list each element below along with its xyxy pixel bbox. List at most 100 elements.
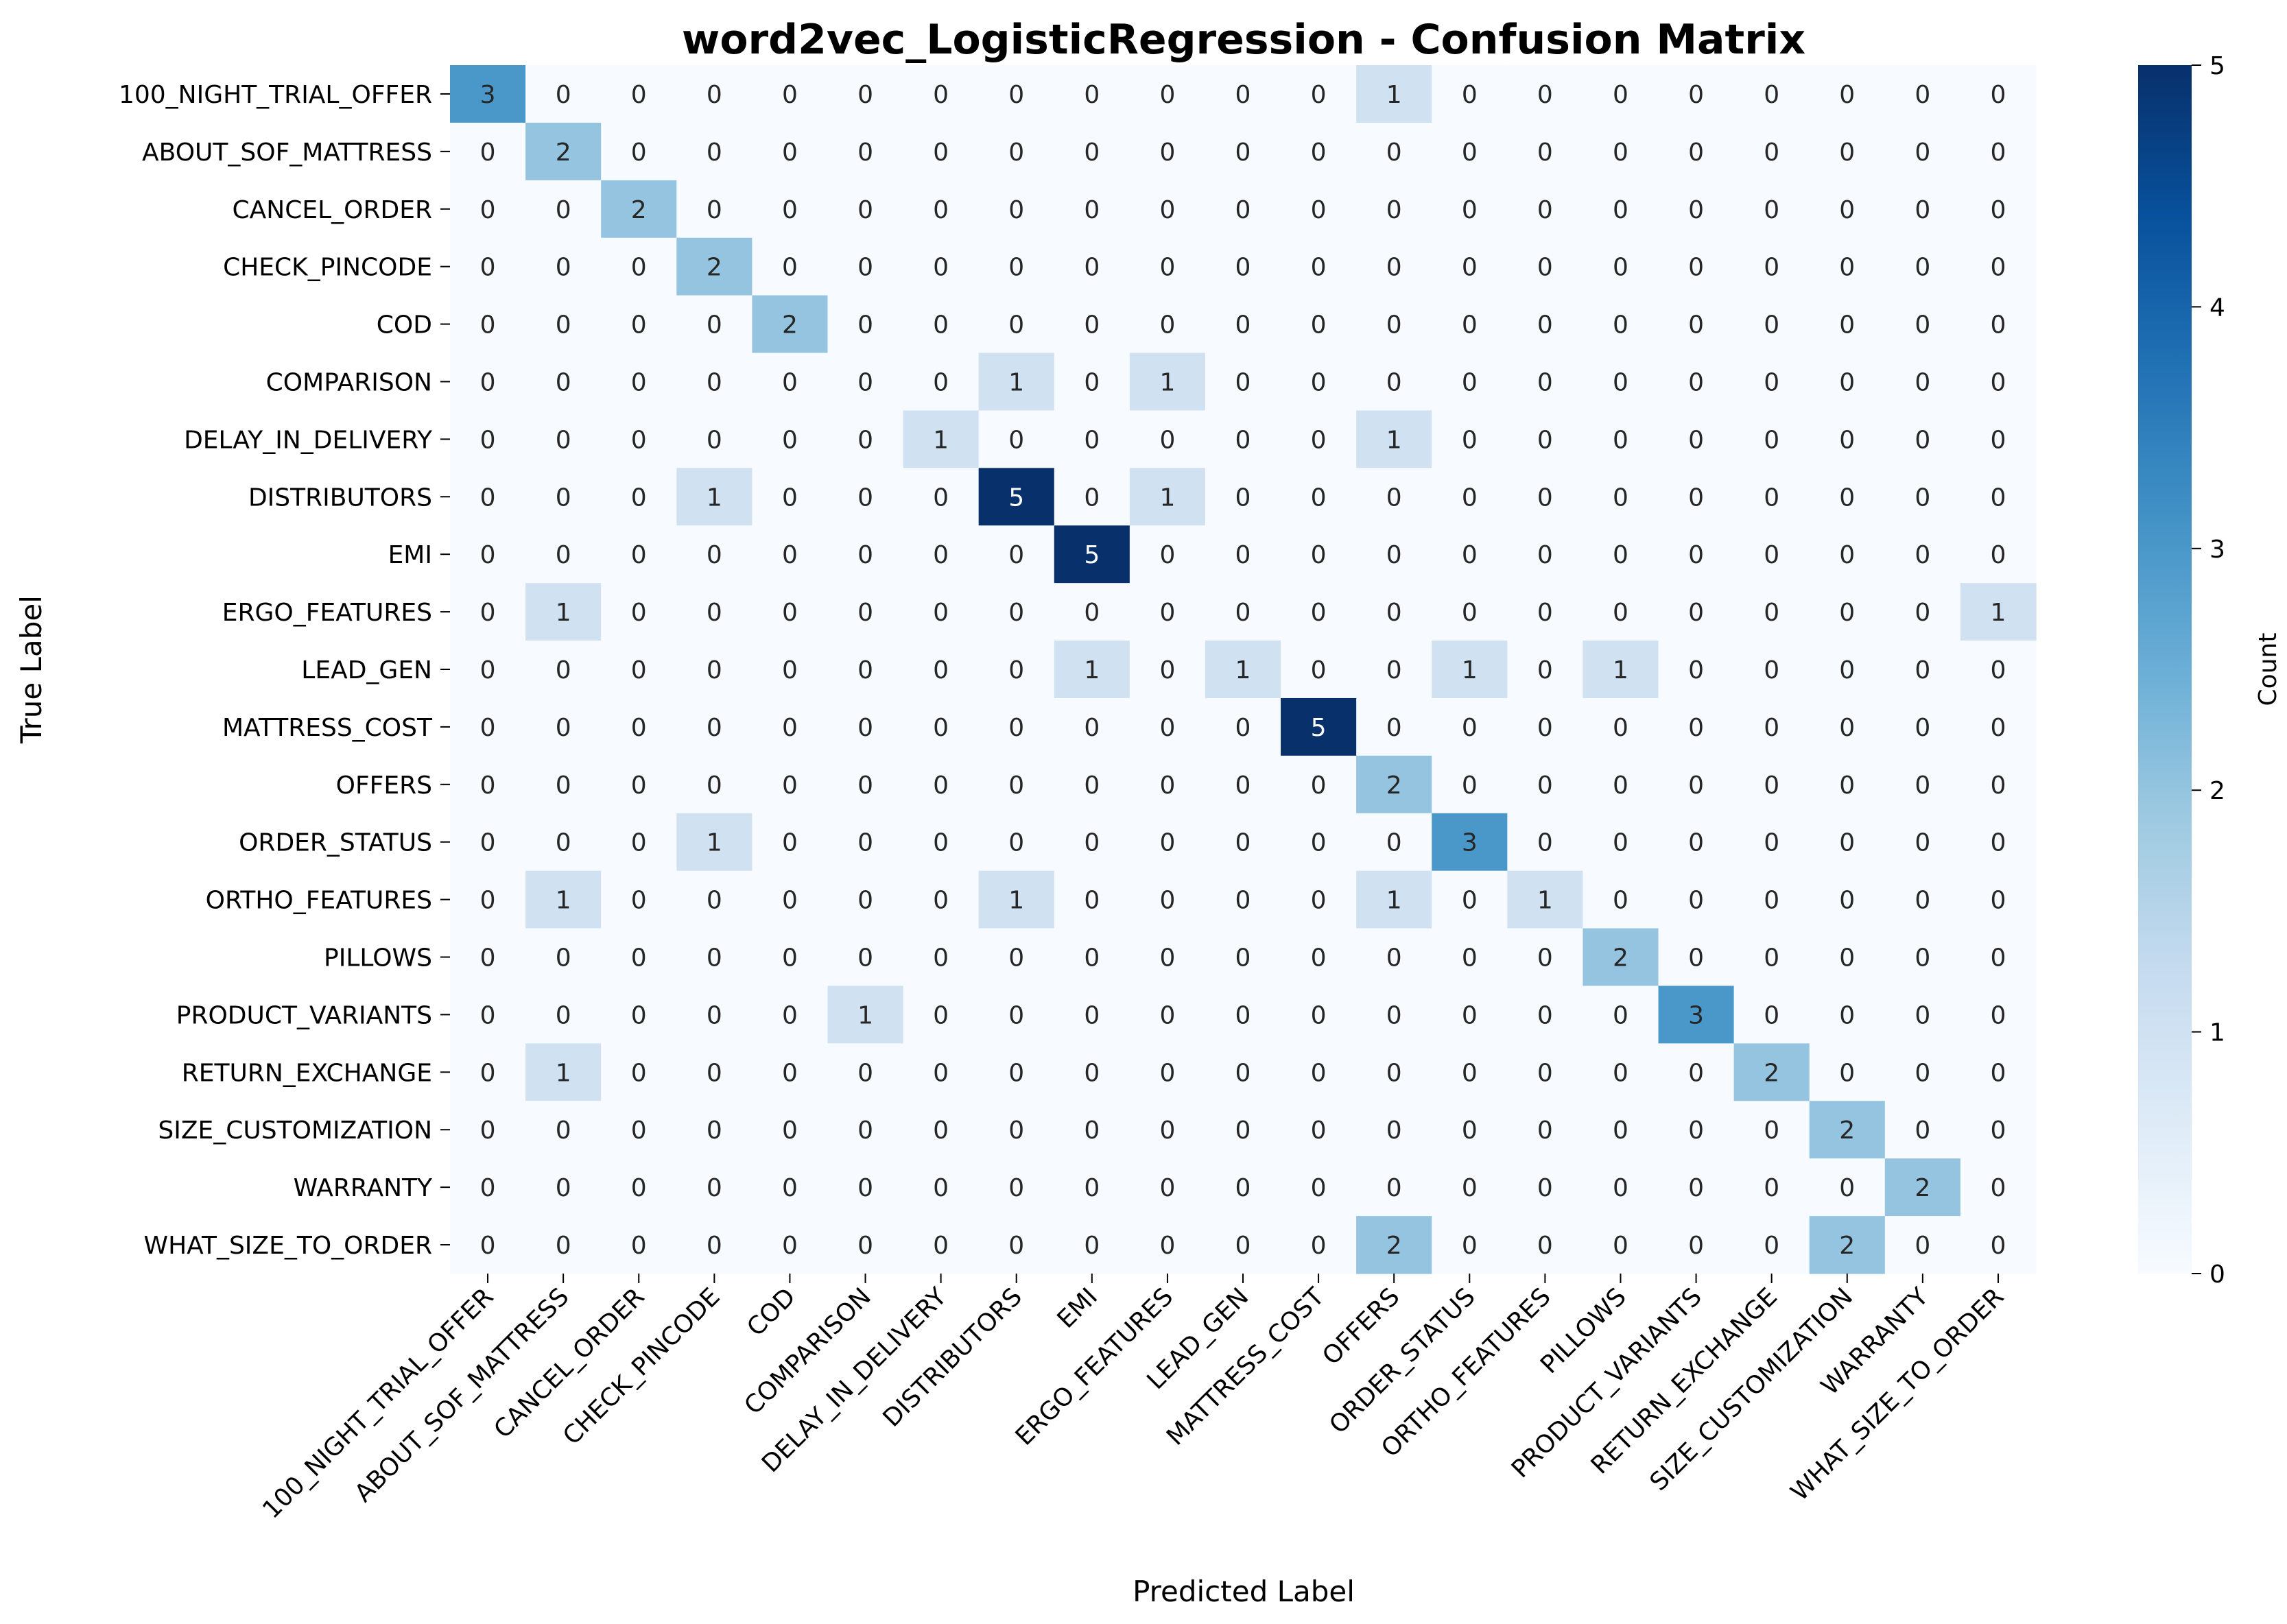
heatmap-cell	[1733, 180, 1810, 239]
cell-value-label: 0	[707, 368, 722, 396]
heatmap-cell	[903, 697, 980, 756]
cell-value-label: 0	[933, 714, 949, 742]
heatmap-cell	[1658, 870, 1735, 929]
cell-value-label: 0	[1311, 1232, 1327, 1260]
cell-value-label: 0	[1990, 368, 2006, 396]
heatmap-cell	[903, 525, 980, 584]
heatmap-cell	[1507, 870, 1584, 929]
cell-value-label: 0	[1235, 483, 1251, 512]
cell-value-label: 0	[1990, 254, 2006, 282]
cell-value-label: 0	[933, 1232, 949, 1260]
heatmap-cell	[1733, 986, 1810, 1044]
heatmap-cell	[1432, 583, 1508, 641]
heatmap-cell	[1658, 122, 1735, 181]
cell-value-label: 0	[1159, 829, 1175, 857]
heatmap-cell	[903, 353, 980, 411]
cell-value-label: 0	[1915, 1232, 1930, 1260]
heatmap-cell	[601, 870, 677, 929]
heatmap-cell	[1960, 583, 2037, 641]
cell-value-label: 0	[631, 311, 647, 339]
heatmap-cell	[1733, 641, 1810, 699]
heatmap-cell	[1583, 755, 1659, 814]
heatmap-cell	[752, 641, 829, 699]
cell-value-label: 0	[1311, 1116, 1327, 1145]
cell-value-label: 0	[1764, 139, 1779, 167]
cell-value-label: 0	[1084, 599, 1100, 627]
heatmap-cell	[827, 813, 904, 872]
heatmap-cell	[525, 237, 602, 296]
heatmap-cell	[1809, 1043, 1886, 1101]
cell-value-label: 0	[933, 1174, 949, 1202]
cell-value-label: 0	[707, 81, 722, 109]
cell-value-label: 0	[1311, 311, 1327, 339]
y-tick-label: LEAD_GEN	[301, 656, 432, 684]
cell-value-label: 0	[1537, 1001, 1553, 1029]
cell-value-label: 0	[933, 196, 949, 224]
heatmap-cell	[903, 928, 980, 987]
heatmap-cell	[1129, 353, 1206, 411]
cell-value-label: 0	[857, 714, 873, 742]
cell-value-label: 0	[631, 772, 647, 800]
x-axis-ticks: 100_NIGHT_TRIAL_OFFERABOUT_SOF_MATTRESSC…	[257, 1274, 2009, 1525]
cell-value-label: 0	[1008, 1174, 1024, 1202]
heatmap-cell	[1658, 583, 1735, 641]
cell-value-label: 0	[1764, 829, 1779, 857]
heatmap-cell	[1356, 180, 1432, 239]
cell-value-label: 0	[933, 311, 949, 339]
cell-value-label: 0	[782, 1059, 798, 1087]
heatmap-cell	[1281, 237, 1357, 296]
heatmap-cell	[1733, 1158, 1810, 1217]
heatmap-cell	[601, 295, 677, 354]
cell-value-label: 0	[1084, 1001, 1100, 1029]
heatmap-cell	[676, 525, 753, 584]
heatmap-cell	[1809, 353, 1886, 411]
cell-value-label: 0	[1990, 1174, 2006, 1202]
heatmap-cell	[903, 180, 980, 239]
heatmap-cell	[525, 65, 602, 123]
heatmap-cell	[1054, 1216, 1130, 1274]
heatmap-cell	[450, 65, 526, 123]
heatmap-cell	[1281, 928, 1357, 987]
heatmap-cell	[752, 986, 829, 1044]
cell-value-label: 0	[1311, 483, 1327, 512]
cell-value-label: 0	[631, 81, 647, 109]
heatmap-cell	[1432, 410, 1508, 468]
heatmap-cell	[1432, 928, 1508, 987]
cell-value-label: 0	[1537, 196, 1553, 224]
cell-value-label: 0	[1386, 1174, 1402, 1202]
cell-value-label: 0	[1764, 81, 1779, 109]
cell-value-label: 0	[1915, 311, 1930, 339]
heatmap-cell	[827, 237, 904, 296]
cell-value-label: 0	[1008, 772, 1024, 800]
heatmap-cell	[1129, 468, 1206, 526]
cell-value-label: 1	[857, 1001, 873, 1029]
cell-value-label: 0	[480, 1232, 496, 1260]
heatmap-cell	[752, 1158, 829, 1217]
cell-value-label: 0	[556, 1001, 571, 1029]
cell-value-label: 0	[1386, 311, 1402, 339]
heatmap-cell	[1205, 755, 1281, 814]
cell-value-label: 0	[707, 772, 722, 800]
y-tick-label: COMPARISON	[266, 368, 432, 396]
colorbar-tick-label: 1	[2209, 1019, 2225, 1047]
heatmap-cell	[1583, 295, 1659, 354]
heatmap-cell	[1733, 755, 1810, 814]
heatmap-cell	[1884, 928, 1961, 987]
heatmap-cell	[1583, 237, 1659, 296]
heatmap-cell	[1281, 468, 1357, 526]
heatmap-cell	[1281, 697, 1357, 756]
cell-value-label: 0	[1688, 1232, 1704, 1260]
heatmap-cell	[1281, 65, 1357, 123]
colorbar-gradient	[2138, 65, 2192, 1274]
heatmap-cell	[1809, 583, 1886, 641]
cell-value-label: 0	[1008, 81, 1024, 109]
cell-value-label: 0	[1990, 1116, 2006, 1145]
heatmap-cell	[601, 1043, 677, 1101]
cell-value-label: 0	[1537, 81, 1553, 109]
cell-value-label: 0	[857, 139, 873, 167]
cell-value-label: 0	[1311, 772, 1327, 800]
cell-value-label: 0	[1311, 139, 1327, 167]
cell-value-label: 0	[857, 254, 873, 282]
heatmap-cell	[1129, 755, 1206, 814]
heatmap-cell	[752, 1101, 829, 1159]
